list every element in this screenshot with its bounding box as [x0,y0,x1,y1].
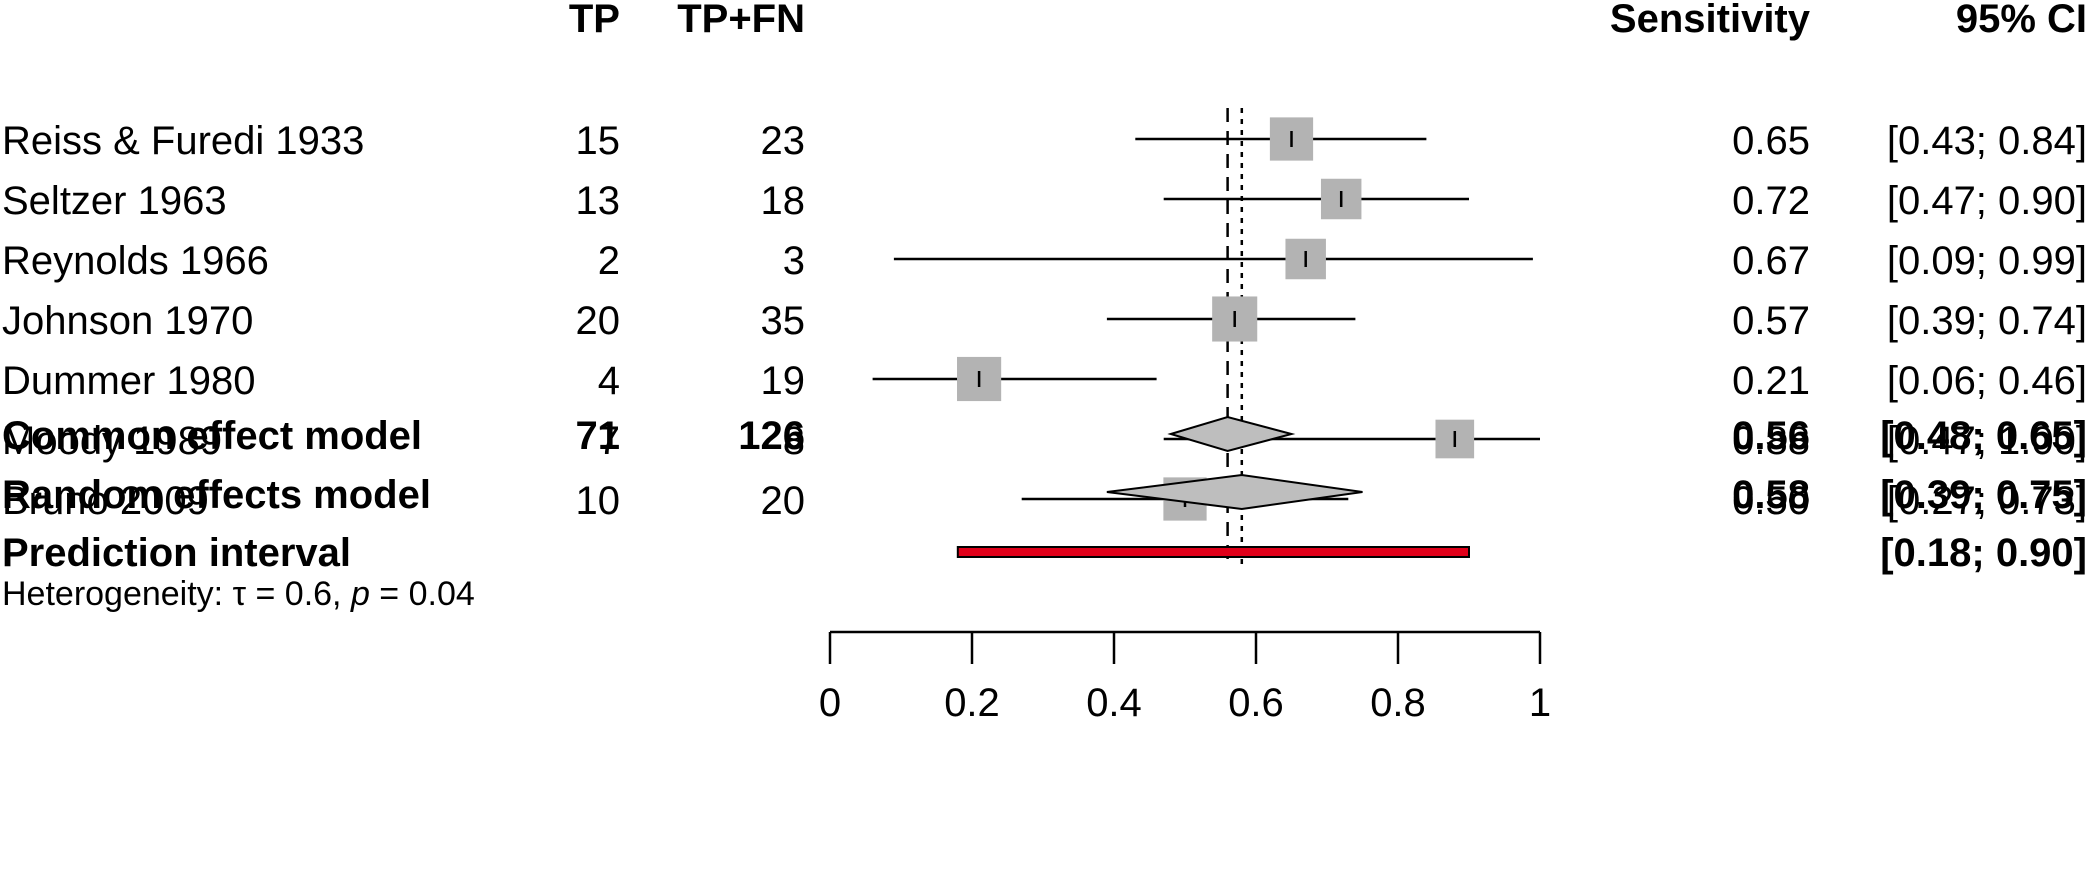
header-tp-fn: TP+FN [677,0,805,41]
random-effects-ci: [0.39; 0.75] [1880,473,2087,517]
study-row: Dummer 1980 4 19 0.21 [0.06; 0.46] [2,356,2087,403]
study-total: 20 [761,479,806,523]
study-sensitivity: 0.65 [1732,119,1810,163]
study-ci: [0.47; 0.90] [1887,179,2087,223]
common-effect-label: Common effect model [2,414,422,458]
tau-symbol: τ [233,575,247,613]
study-row: Moody 1989 7 8 0.88 [0.47; 1.00] [2,419,2087,463]
study-row: Johnson 1970 20 35 0.57 [0.39; 0.74] [2,296,2087,343]
random-effects-label: Random effects model [2,473,431,517]
common-effect-diamond [1167,415,1296,453]
study-ci: [0.43; 0.84] [1887,119,2087,163]
x-tick-label: 0.2 [944,681,1000,725]
header-ci: 95% CI [1956,0,2087,41]
study-ci: [0.06; 0.46] [1887,359,2087,403]
study-row: Seltzer 1963 13 18 0.72 [0.47; 0.90] [2,178,2087,223]
prediction-interval-bar [956,546,1470,558]
study-tp: 7 [598,419,620,463]
heterogeneity-text: Heterogeneity: τ = 0.6, p = 0.04 [2,575,475,613]
study-total: 35 [761,299,806,343]
study-tp: 2 [598,239,620,283]
common-effect-sensitivity: 0.56 [1732,414,1810,458]
common-effect-tp: 71 [576,414,621,458]
study-name: Johnson 1970 [2,299,253,343]
x-tick-label: 0.8 [1370,681,1426,725]
study-ci: [0.47; 1.00] [1887,419,2087,463]
study-total: 3 [783,239,805,283]
study-row: Reynolds 1966 2 3 0.67 [0.09; 0.99] [2,238,2087,283]
study-total: 8 [783,419,805,463]
tau-value: = 0.6, [246,575,351,613]
study-row: Bruno 2009 10 20 0.50 [0.27; 0.73] [2,477,2087,523]
study-name: Reiss & Furedi 1933 [2,119,364,163]
p-symbol: p [350,575,370,613]
header-sensitivity: Sensitivity [1610,0,1811,41]
study-rows: Reiss & Furedi 1933 15 23 0.65 [0.43; 0.84]S… [2,117,2087,523]
study-total: 23 [761,119,806,163]
p-value: = 0.04 [370,575,475,613]
header-tp: TP [569,0,620,41]
study-ci: [0.39; 0.74] [1887,299,2087,343]
x-axis: 0 0.2 0.4 0.6 0.8 1 [819,630,1551,725]
x-tick-label: 1 [1529,681,1551,725]
study-ci: [0.09; 0.99] [1887,239,2087,283]
study-tp: 4 [598,359,620,403]
study-name: Bruno 2009 [2,479,209,523]
study-sensitivity: 0.88 [1732,419,1810,463]
study-tp: 13 [576,179,621,223]
study-name: Seltzer 1963 [2,179,227,223]
study-tp: 15 [576,119,621,163]
study-sensitivity: 0.67 [1732,239,1810,283]
prediction-interval-ci: [0.18; 0.90] [1880,531,2087,575]
study-sensitivity: 0.50 [1732,479,1810,523]
x-tick-label: 0.4 [1086,681,1142,725]
study-ci: [0.27; 0.73] [1887,479,2087,523]
random-effects-diamond [1106,473,1363,511]
study-total: 18 [761,179,806,223]
study-name: Dummer 1980 [2,359,255,403]
study-name: Reynolds 1966 [2,239,269,283]
prediction-interval-label: Prediction interval [2,531,351,575]
study-name: Moody 1989 [2,419,222,463]
x-tick-label: 0.6 [1228,681,1284,725]
study-tp: 20 [576,299,621,343]
study-sensitivity: 0.21 [1732,359,1810,403]
common-effect-total: 126 [738,414,805,458]
heterogeneity-prefix: Heterogeneity: [2,575,233,613]
random-effects-sensitivity: 0.58 [1732,473,1810,517]
study-tp: 10 [576,479,621,523]
study-row: Reiss & Furedi 1933 15 23 0.65 [0.43; 0.84] [2,117,2087,163]
common-effect-ci: [0.48; 0.65] [1880,414,2087,458]
study-sensitivity: 0.57 [1732,299,1810,343]
study-sensitivity: 0.72 [1732,179,1810,223]
study-total: 19 [761,359,806,403]
x-tick-label: 0 [819,681,841,725]
